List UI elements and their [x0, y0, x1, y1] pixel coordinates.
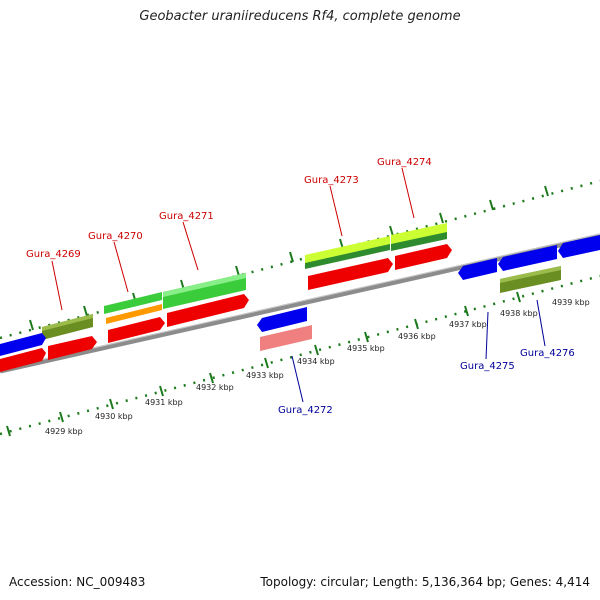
gene-feature — [108, 317, 165, 343]
gene-label: Gura_4274 — [377, 157, 432, 168]
reverse-gene-labels: Gura_4272 Gura_4275 Gura_4276 — [278, 348, 575, 416]
genome-backbone — [0, 233, 600, 374]
gene-feature — [498, 245, 557, 271]
scale-labels: 4929 kbp 4930 kbp 4931 kbp 4932 kbp 4933… — [45, 298, 590, 436]
scale-label: 4934 kbp — [297, 357, 335, 366]
forward-callouts — [51, 167, 415, 311]
scale-label: 4939 kbp — [552, 298, 590, 307]
gene-feature — [458, 258, 497, 280]
scale-label: 4935 kbp — [347, 344, 385, 353]
gene-feature — [391, 223, 447, 244]
scale-label: 4929 kbp — [45, 427, 83, 436]
forward-gene-labels: Gura_4269 Gura_4270 Gura_4271 Gura_4273 … — [26, 157, 432, 260]
scale-label: 4930 kbp — [95, 412, 133, 421]
lower-major-ticks — [6, 291, 521, 437]
gene-feature — [257, 307, 307, 332]
scale-label: 4931 kbp — [145, 398, 183, 407]
gene-feature — [308, 258, 393, 290]
gene-feature — [305, 236, 390, 263]
upper-tick-track — [0, 179, 600, 340]
lower-tick-track — [0, 274, 600, 436]
reverse-genes — [257, 235, 600, 351]
accession-text: Accession: NC_009483 — [9, 575, 146, 589]
gene-feature — [167, 294, 249, 327]
gene-label: Gura_4276 — [520, 348, 575, 359]
scale-label: 4937 kbp — [449, 320, 487, 329]
gene-feature — [104, 292, 162, 314]
gene-feature — [0, 333, 46, 356]
gene-feature — [48, 336, 97, 360]
genome-summary-text: Topology: circular; Length: 5,136,364 bp… — [260, 575, 590, 589]
gene-label: Gura_4270 — [88, 231, 143, 242]
upper-major-ticks — [29, 185, 549, 331]
scale-label: 4932 kbp — [196, 383, 234, 392]
gene-label: Gura_4273 — [304, 175, 359, 186]
gene-label: Gura_4272 — [278, 405, 333, 416]
gene-feature — [395, 244, 452, 270]
gene-feature — [0, 348, 46, 372]
gene-feature — [260, 325, 312, 351]
gene-feature — [558, 235, 600, 258]
map-title: Geobacter uraniireducens Rf4, complete g… — [139, 9, 461, 24]
gene-label: Gura_4275 — [460, 361, 515, 372]
genome-backbone-highlight — [0, 233, 600, 370]
gene-label: Gura_4269 — [26, 249, 81, 260]
forward-genes — [0, 223, 452, 372]
gene-label: Gura_4271 — [159, 211, 214, 222]
scale-label: 4933 kbp — [246, 371, 284, 380]
scale-label: 4938 kbp — [500, 309, 538, 318]
scale-label: 4936 kbp — [398, 332, 436, 341]
reverse-callouts — [291, 299, 546, 403]
gene-feature — [106, 304, 162, 324]
